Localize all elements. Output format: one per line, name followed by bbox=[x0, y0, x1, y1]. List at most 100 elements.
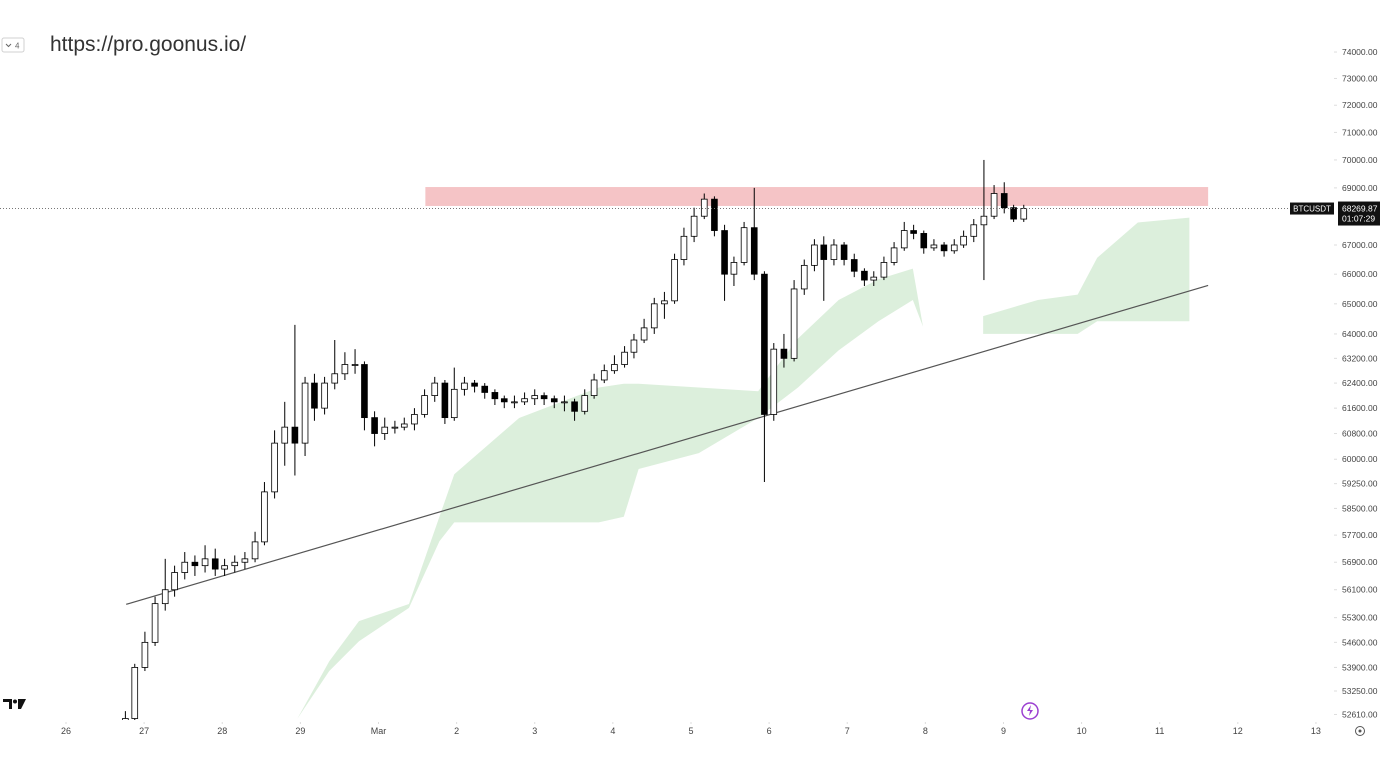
candle-body bbox=[171, 572, 178, 591]
candle-body bbox=[770, 348, 778, 415]
x-tick-label: Mar bbox=[371, 726, 387, 736]
candle-body bbox=[581, 395, 589, 412]
candle-body bbox=[811, 244, 818, 266]
y-tick-label: 52610.00 bbox=[1342, 709, 1378, 719]
candle-body bbox=[141, 641, 149, 668]
resistance-zone bbox=[425, 187, 1209, 206]
candle-body bbox=[1000, 193, 1008, 209]
x-tick-label: 10 bbox=[1077, 726, 1087, 736]
candle-body bbox=[820, 244, 828, 260]
candle-body bbox=[351, 364, 359, 366]
candle-body bbox=[640, 327, 648, 341]
candle-body bbox=[481, 385, 489, 393]
candle-body bbox=[611, 364, 618, 372]
candle-body bbox=[711, 198, 718, 231]
candle-body bbox=[880, 262, 888, 278]
x-tick-label: 11 bbox=[1155, 726, 1164, 736]
chevron-icon bbox=[5, 43, 12, 48]
badge-count: 4 bbox=[15, 42, 20, 51]
candle-body bbox=[191, 561, 199, 567]
y-tick-label: 57700.00 bbox=[1342, 530, 1378, 540]
x-tick-label: 13 bbox=[1311, 726, 1321, 736]
badge-box[interactable] bbox=[1, 37, 25, 53]
candle-body bbox=[861, 270, 868, 281]
candle-body bbox=[800, 264, 808, 290]
candle-body bbox=[650, 303, 658, 329]
x-tick-label: 2 bbox=[454, 726, 459, 736]
candle-body bbox=[450, 388, 458, 419]
candle-body bbox=[621, 351, 628, 365]
lightning-icon[interactable] bbox=[1021, 702, 1039, 720]
y-tick-label: 56100.00 bbox=[1342, 585, 1378, 595]
y-tick-label: 55300.00 bbox=[1342, 613, 1378, 623]
candle-body bbox=[151, 603, 159, 643]
candle-body bbox=[321, 382, 328, 409]
x-tick-label: 26 bbox=[61, 726, 71, 736]
tv-logo bbox=[3, 699, 26, 709]
candle-body bbox=[511, 401, 518, 404]
candle-body bbox=[431, 382, 439, 396]
candle-body bbox=[461, 382, 468, 390]
candle-body bbox=[761, 273, 768, 415]
candle-body bbox=[301, 382, 309, 444]
x-tick-label: 6 bbox=[767, 726, 772, 736]
symbol-box bbox=[1290, 202, 1334, 215]
candle-body bbox=[900, 230, 908, 249]
y-tick-label: 71000.00 bbox=[1342, 127, 1378, 137]
x-tick-label: 29 bbox=[295, 726, 305, 736]
y-tick-label: 56900.00 bbox=[1342, 557, 1378, 567]
candle-body bbox=[391, 426, 399, 429]
y-tick-label: 69000.00 bbox=[1342, 183, 1378, 193]
candle-body bbox=[331, 373, 339, 384]
y-tick-label: 53900.00 bbox=[1342, 662, 1378, 672]
countdown-label: 01:07:29 bbox=[1342, 214, 1375, 224]
x-tick-label: 8 bbox=[923, 726, 928, 736]
candle-body bbox=[271, 442, 278, 493]
candle-body bbox=[421, 395, 428, 415]
candle-body bbox=[521, 398, 528, 403]
x-tick-label: 28 bbox=[217, 726, 227, 736]
y-tick-label: 58500.00 bbox=[1342, 503, 1378, 513]
settings-icon[interactable] bbox=[1355, 726, 1365, 736]
y-tick-label: 72000.00 bbox=[1342, 100, 1378, 110]
candle-body bbox=[1020, 208, 1028, 220]
y-tick-label: 53250.00 bbox=[1342, 686, 1378, 696]
candle-body bbox=[690, 215, 698, 237]
candle-body bbox=[341, 364, 349, 375]
y-tick-label: 60800.00 bbox=[1342, 429, 1378, 439]
symbol-label: BTCUSDT bbox=[1293, 205, 1331, 214]
candle-body bbox=[970, 224, 978, 237]
x-tick-label: 12 bbox=[1233, 726, 1243, 736]
candle-body bbox=[231, 561, 239, 567]
candle-body bbox=[750, 227, 758, 275]
candle-body bbox=[361, 364, 368, 419]
y-tick-label: 64000.00 bbox=[1342, 329, 1378, 339]
candle-body bbox=[990, 193, 998, 217]
candle-body bbox=[571, 401, 578, 412]
candle-body bbox=[850, 259, 858, 272]
url-text: https://pro.goonus.io/ bbox=[50, 33, 246, 56]
candle-body bbox=[721, 230, 728, 275]
candle-body bbox=[291, 426, 299, 444]
candle-body bbox=[590, 379, 598, 396]
x-tick-label: 5 bbox=[688, 726, 693, 736]
candle-body bbox=[780, 348, 788, 359]
candle-body bbox=[221, 565, 228, 570]
candle-body bbox=[740, 227, 748, 263]
candle-body bbox=[500, 398, 508, 403]
y-tick-label: 74000.00 bbox=[1342, 47, 1378, 57]
y-tick-label: 54600.00 bbox=[1342, 637, 1378, 647]
candle-body bbox=[910, 230, 917, 234]
y-tick-label: 61600.00 bbox=[1342, 403, 1378, 413]
candle-body bbox=[890, 247, 898, 263]
candle-body bbox=[730, 262, 738, 275]
y-tick-label: 66000.00 bbox=[1342, 269, 1378, 279]
candle-body bbox=[940, 244, 948, 252]
candle-body bbox=[671, 259, 678, 302]
plot-area bbox=[122, 159, 1209, 720]
y-tick-label: 62400.00 bbox=[1342, 378, 1378, 388]
x-tick-label: 9 bbox=[1001, 726, 1006, 736]
candle-body bbox=[471, 382, 478, 387]
